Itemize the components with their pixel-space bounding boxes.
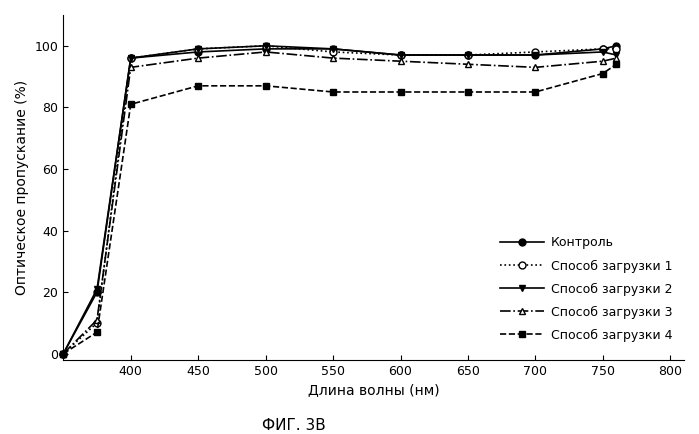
Способ загрузки 2 bbox=[531, 53, 540, 58]
Контроль bbox=[329, 46, 337, 52]
Способ загрузки 4 bbox=[612, 62, 621, 67]
Контроль bbox=[598, 46, 607, 52]
Способ загрузки 1 bbox=[329, 49, 337, 55]
Line: Контроль: Контроль bbox=[60, 43, 620, 357]
Способ загрузки 4 bbox=[396, 89, 405, 95]
Способ загрузки 1 bbox=[261, 43, 270, 49]
Способ загрузки 1 bbox=[127, 56, 135, 61]
Контроль bbox=[531, 53, 540, 58]
Способ загрузки 2 bbox=[194, 46, 203, 52]
Способ загрузки 2 bbox=[127, 56, 135, 61]
Способ загрузки 3 bbox=[194, 56, 203, 61]
Y-axis label: Оптическое пропускание (%): Оптическое пропускание (%) bbox=[15, 80, 29, 295]
Способ загрузки 2 bbox=[261, 43, 270, 49]
Способ загрузки 3 bbox=[127, 65, 135, 70]
Контроль bbox=[463, 53, 472, 58]
Способ загрузки 4 bbox=[194, 83, 203, 89]
Способ загрузки 2 bbox=[463, 53, 472, 58]
Способ загрузки 3 bbox=[598, 59, 607, 64]
Способ загрузки 3 bbox=[612, 56, 621, 61]
Контроль bbox=[612, 43, 621, 49]
Контроль bbox=[261, 46, 270, 52]
Способ загрузки 3 bbox=[261, 49, 270, 55]
X-axis label: Длина волны (нм): Длина волны (нм) bbox=[308, 383, 440, 397]
Способ загрузки 2 bbox=[598, 49, 607, 55]
Способ загрузки 1 bbox=[612, 46, 621, 52]
Способ загрузки 3 bbox=[531, 65, 540, 70]
Контроль bbox=[59, 351, 68, 356]
Line: Способ загрузки 4: Способ загрузки 4 bbox=[60, 61, 620, 357]
Способ загрузки 2 bbox=[59, 351, 68, 356]
Line: Способ загрузки 1: Способ загрузки 1 bbox=[60, 43, 620, 357]
Способ загрузки 1 bbox=[531, 49, 540, 55]
Способ загрузки 4 bbox=[59, 351, 68, 356]
Способ загрузки 4 bbox=[93, 329, 101, 335]
Text: ФИГ. 3В: ФИГ. 3В bbox=[261, 418, 326, 433]
Способ загрузки 1 bbox=[396, 53, 405, 58]
Способ загрузки 3 bbox=[463, 62, 472, 67]
Способ загрузки 3 bbox=[396, 59, 405, 64]
Контроль bbox=[127, 56, 135, 61]
Способ загрузки 1 bbox=[59, 351, 68, 356]
Контроль bbox=[194, 49, 203, 55]
Способ загрузки 4 bbox=[463, 89, 472, 95]
Контроль bbox=[93, 289, 101, 295]
Legend: Контроль, Способ загрузки 1, Способ загрузки 2, Способ загрузки 3, Способ загруз: Контроль, Способ загрузки 1, Способ загр… bbox=[495, 231, 677, 347]
Способ загрузки 2 bbox=[329, 46, 337, 52]
Способ загрузки 2 bbox=[93, 286, 101, 292]
Способ загрузки 3 bbox=[93, 317, 101, 322]
Line: Способ загрузки 2: Способ загрузки 2 bbox=[60, 43, 620, 357]
Способ загрузки 2 bbox=[612, 53, 621, 58]
Способ загрузки 4 bbox=[127, 102, 135, 107]
Способ загрузки 4 bbox=[329, 89, 337, 95]
Контроль bbox=[396, 53, 405, 58]
Способ загрузки 3 bbox=[59, 351, 68, 356]
Способ загрузки 1 bbox=[598, 46, 607, 52]
Способ загрузки 1 bbox=[194, 46, 203, 52]
Способ загрузки 4 bbox=[531, 89, 540, 95]
Способ загрузки 3 bbox=[329, 56, 337, 61]
Способ загрузки 4 bbox=[598, 71, 607, 76]
Способ загрузки 1 bbox=[93, 320, 101, 326]
Способ загрузки 1 bbox=[463, 53, 472, 58]
Способ загрузки 2 bbox=[396, 53, 405, 58]
Line: Способ загрузки 3: Способ загрузки 3 bbox=[60, 49, 620, 357]
Способ загрузки 4 bbox=[261, 83, 270, 89]
